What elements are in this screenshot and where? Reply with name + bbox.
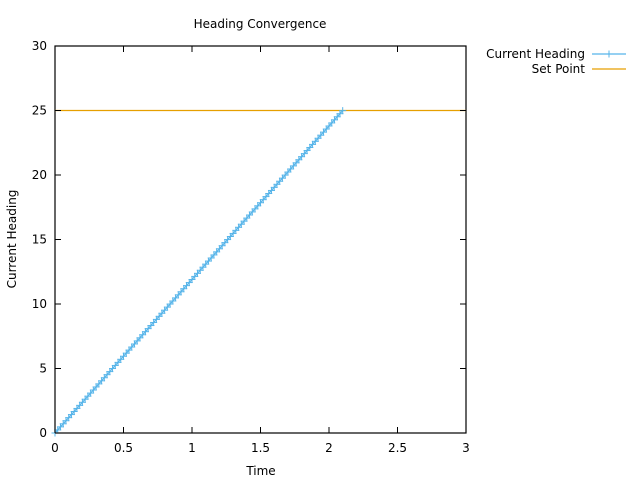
x-tick-label: 1 xyxy=(188,441,196,455)
plot-area xyxy=(51,45,467,437)
chart-title: Heading Convergence xyxy=(194,17,327,31)
legend-label: Set Point xyxy=(532,62,586,76)
legend-label: Current Heading xyxy=(486,47,585,61)
series-layer xyxy=(51,107,466,437)
x-tick-label: 0 xyxy=(51,441,59,455)
x-tick-label: 2 xyxy=(325,441,333,455)
y-tick-label: 20 xyxy=(32,168,47,182)
y-tick-label: 25 xyxy=(32,104,47,118)
y-tick-label: 30 xyxy=(32,39,47,53)
x-axis-label: Time xyxy=(245,464,275,478)
y-axis-label: Current Heading xyxy=(5,190,19,289)
x-axis-ticks: 0 0.5 1 1.5 2 2.5 3 xyxy=(51,46,470,455)
y-tick-label: 0 xyxy=(39,426,47,440)
current-heading-marker xyxy=(339,107,347,115)
y-axis-ticks: 0 5 10 15 20 25 30 xyxy=(32,39,466,440)
x-tick-label: 1.5 xyxy=(251,441,270,455)
y-tick-label: 15 xyxy=(32,233,47,247)
y-tick-label: 10 xyxy=(32,297,47,311)
plot-border xyxy=(54,45,467,434)
x-tick-label: 2.5 xyxy=(388,441,407,455)
current-heading-line xyxy=(54,110,344,434)
y-tick-label: 5 xyxy=(39,362,47,376)
x-tick-label: 3 xyxy=(462,441,470,455)
x-tick-label: 0.5 xyxy=(114,441,133,455)
